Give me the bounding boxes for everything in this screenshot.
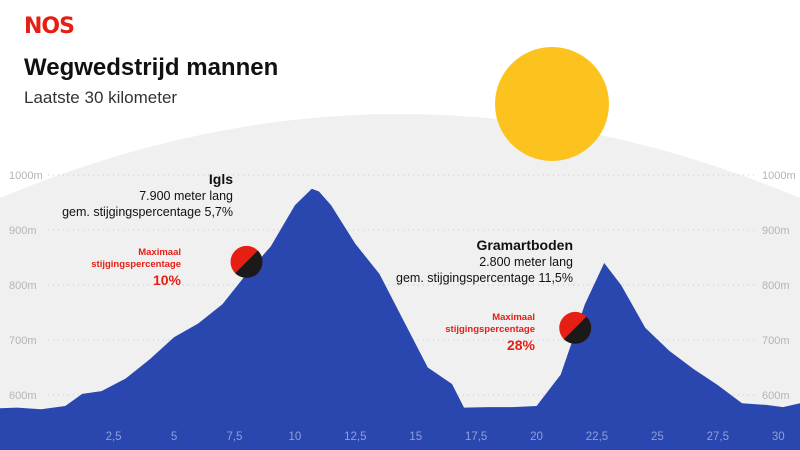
- climb-length: 7.900 meter lang: [139, 189, 233, 203]
- x-tick-label: 12,5: [344, 431, 366, 443]
- x-tick-label: 15: [409, 431, 422, 443]
- x-tick-label: 10: [288, 431, 301, 443]
- x-tick-label: 17,5: [465, 431, 487, 443]
- x-axis: 2,5 5 7,5 10 12,5 15 17,5 20 22,5 25 27,5 30: [106, 431, 785, 443]
- climb-name: Igls: [208, 171, 233, 187]
- y-tick-label-right: 700m: [762, 335, 790, 347]
- climb-name: Gramartboden: [476, 237, 573, 253]
- max-gradient-label-gramartboden: Maximaal stijgingspercentage 28%: [445, 312, 535, 354]
- y-tick-label-right: 800m: [762, 280, 790, 292]
- sun-graphic: [495, 47, 609, 161]
- y-axis-left: 600m 700m 800m 900m 1000m: [9, 170, 43, 402]
- max-gradient-value: 28%: [506, 337, 535, 353]
- max-gradient-text: Maximaal stijgingspercentage: [445, 312, 535, 335]
- chart-title: Wegwedstrijd mannen: [24, 54, 279, 81]
- climb-length: 2.800 meter lang: [479, 255, 573, 269]
- y-axis-right: 600m 700m 800m 900m 1000m: [762, 170, 796, 402]
- climb-annotation-gramartboden: Gramartboden 2.800 meter lang gem. stijg…: [396, 236, 573, 286]
- x-tick-label: 27,5: [707, 431, 729, 443]
- max-gradient-value: 10%: [152, 272, 181, 288]
- chart-subtitle: Laatste 30 kilometer: [24, 88, 178, 107]
- climb-annotation-igls: Igls 7.900 meter lang gem. stijgingsperc…: [62, 170, 233, 220]
- max-gradient-markers: [230, 245, 592, 344]
- max-gradient-marker: [230, 245, 263, 278]
- nos-logo: NOS: [24, 14, 75, 39]
- x-tick-label: 25: [651, 431, 664, 443]
- y-tick-label-left: 900m: [9, 225, 37, 237]
- max-gradient-text: Maximaal stijgingspercentage: [91, 247, 181, 270]
- y-tick-label-left: 700m: [9, 335, 37, 347]
- y-tick-label-left: 600m: [9, 390, 37, 402]
- y-tick-label-right: 900m: [762, 225, 790, 237]
- y-tick-label-left: 800m: [9, 280, 37, 292]
- climb-gradient: gem. stijgingspercentage 11,5%: [396, 271, 573, 285]
- y-tick-label-right: 600m: [762, 390, 790, 402]
- x-tick-label: 2,5: [106, 431, 122, 443]
- x-tick-label: 30: [772, 431, 785, 443]
- x-tick-label: 5: [171, 431, 177, 443]
- climb-gradient: gem. stijgingspercentage 5,7%: [62, 205, 233, 219]
- y-tick-label-left: 1000m: [9, 170, 43, 182]
- x-tick-label: 22,5: [586, 431, 608, 443]
- x-tick-label: 20: [530, 431, 543, 443]
- x-tick-label: 7,5: [226, 431, 242, 443]
- elevation-profile-area: [0, 188, 800, 450]
- y-tick-label-right: 1000m: [762, 170, 796, 182]
- max-gradient-label-igls: Maximaal stijgingspercentage 10%: [91, 247, 181, 289]
- max-gradient-marker: [559, 311, 592, 344]
